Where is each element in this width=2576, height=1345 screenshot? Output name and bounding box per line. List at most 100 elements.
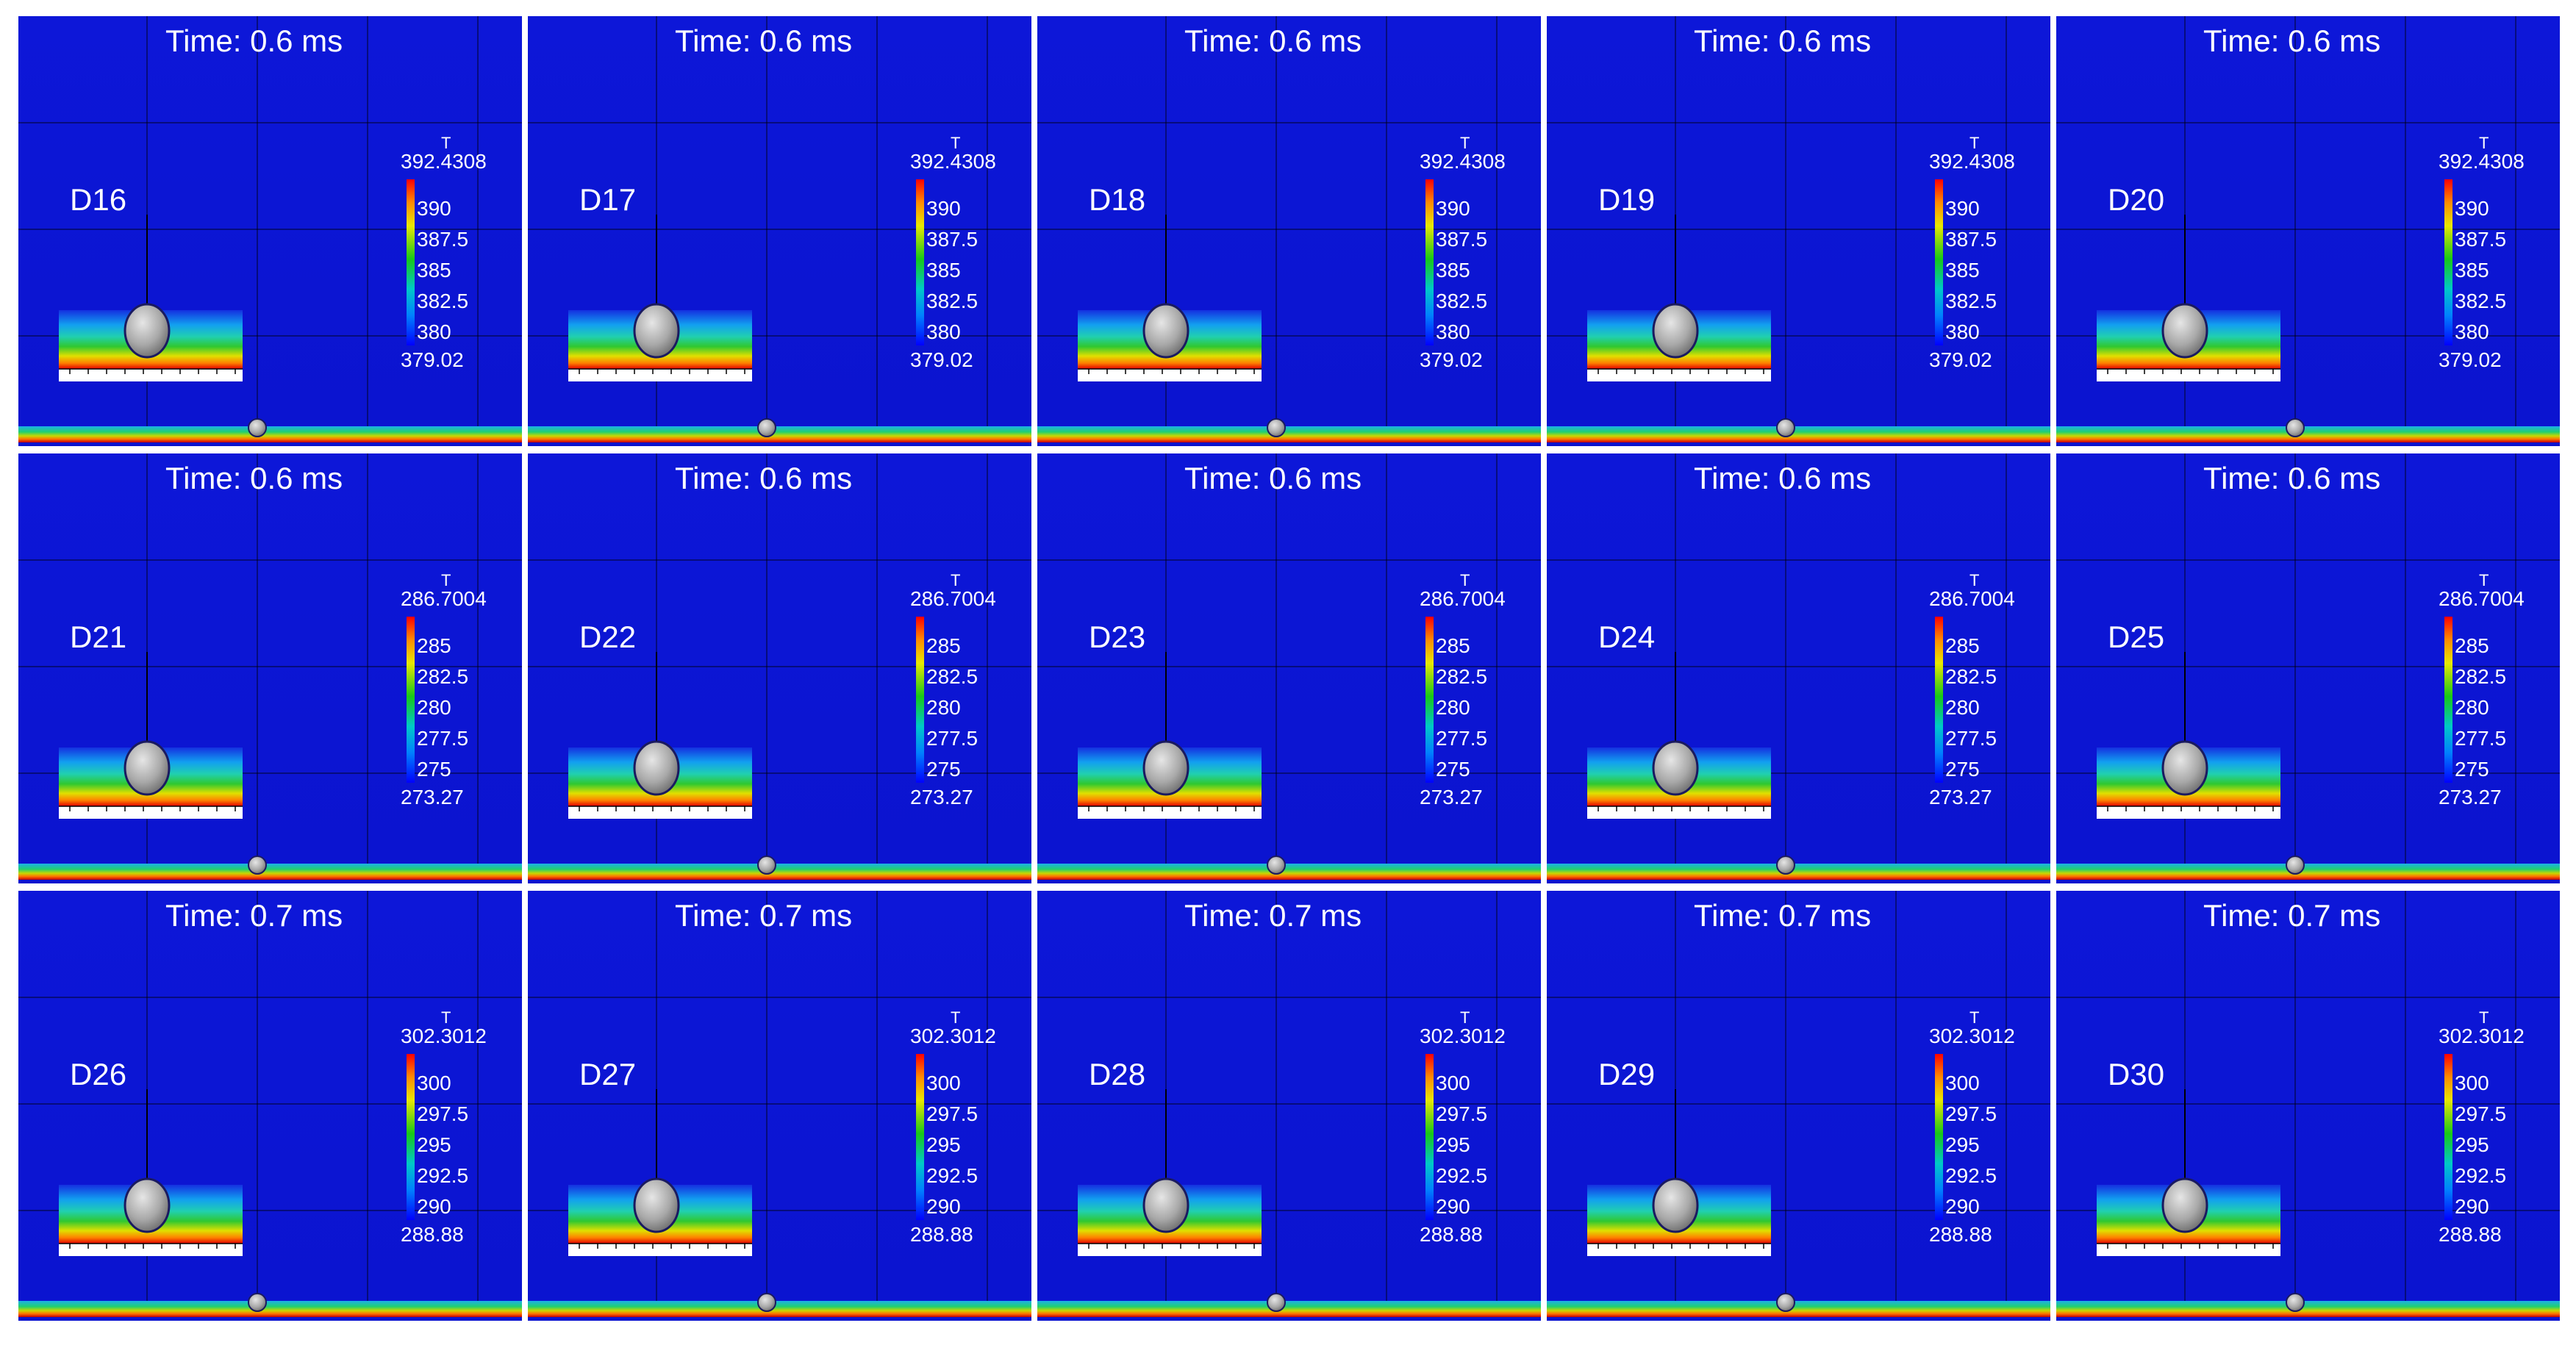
temperature-field	[1037, 16, 1541, 442]
small-droplet-icon	[248, 856, 267, 875]
colorbar-tick: 387.5	[2455, 228, 2507, 251]
colorbar-strip	[916, 1054, 924, 1220]
temperature-colorbar: T 302.3012 300 297.5 295 292.5 290 288.8…	[401, 1008, 504, 1251]
colorbar-tick: 292.5	[926, 1164, 978, 1187]
inset-droplet-view	[1587, 652, 1771, 819]
time-label: Time: 0.6 ms	[675, 24, 853, 58]
inset-droplet-view	[2097, 652, 2280, 819]
colorbar-max: 392.4308	[910, 150, 996, 173]
case-label: D28	[1089, 1057, 1146, 1091]
colorbar-tick: 282.5	[1436, 665, 1488, 688]
colorbar-tick: 382.5	[926, 290, 978, 312]
simulation-panel-d16: Time: 0.6 ms D16 T 392.4308 390 387.5 38…	[18, 16, 522, 446]
colorbar-tick: 285	[926, 634, 961, 657]
colorbar-tick: 285	[417, 634, 451, 657]
small-droplet-icon	[1776, 856, 1795, 875]
colorbar-title: T	[1460, 571, 1470, 589]
colorbar-tick: 390	[1436, 197, 1470, 220]
colorbar-tick: 385	[926, 259, 961, 281]
case-label: D25	[2108, 620, 2165, 654]
simulation-panel-d25: Time: 0.6 ms D25 T 286.7004 285 282.5 28…	[2056, 453, 2560, 883]
bottom-thermal-layer	[1547, 856, 2050, 880]
colorbar-strip	[407, 617, 415, 783]
bottom-thermal-layer	[18, 856, 522, 880]
colorbar-tick: 390	[926, 197, 961, 220]
temperature-colorbar: T 392.4308 390 387.5 385 382.5 380 379.0…	[910, 134, 1013, 376]
colorbar-strip	[1935, 1054, 1943, 1220]
small-droplet-icon	[248, 418, 267, 437]
temperature-colorbar: T 392.4308 390 387.5 385 382.5 380 379.0…	[2439, 134, 2541, 376]
colorbar-title: T	[951, 571, 961, 589]
colorbar-tick: 300	[2455, 1072, 2489, 1094]
temperature-field	[18, 891, 522, 1317]
colorbar-tick: 385	[417, 259, 451, 281]
colorbar-tick: 282.5	[2455, 665, 2507, 688]
simulation-panel-d18: Time: 0.6 ms D18 T 392.4308 390 387.5 38…	[1037, 16, 1541, 446]
colorbar-tick: 290	[926, 1195, 961, 1218]
time-label: Time: 0.6 ms	[1184, 461, 1362, 495]
colorbar-tick: 280	[926, 696, 961, 719]
small-droplet-icon	[757, 418, 776, 437]
colorbar-tick: 285	[1945, 634, 1980, 657]
colorbar-tick: 277.5	[1436, 727, 1488, 750]
colorbar-strip	[2444, 617, 2452, 783]
colorbar-tick: 290	[1436, 1195, 1470, 1218]
droplet-icon	[1142, 740, 1189, 796]
small-droplet-icon	[2286, 1293, 2305, 1312]
colorbar-strip	[1425, 179, 1434, 345]
droplet-icon	[633, 303, 680, 359]
colorbar-tick: 277.5	[417, 727, 469, 750]
colorbar-tick: 285	[1436, 634, 1470, 657]
colorbar-tick: 295	[1945, 1133, 1980, 1156]
simulation-panel-d28: Time: 0.7 ms D28 T 302.3012 300 297.5 29…	[1037, 891, 1541, 1321]
time-label: Time: 0.7 ms	[1694, 898, 1872, 933]
temperature-colorbar: T 286.7004 285 282.5 280 277.5 275 273.2…	[1929, 571, 2032, 814]
colorbar-tick: 387.5	[1945, 228, 1997, 251]
colorbar-strip	[407, 1054, 415, 1220]
case-label: D22	[579, 620, 637, 654]
colorbar-min: 288.88	[1929, 1223, 1992, 1246]
small-droplet-icon	[2286, 418, 2305, 437]
temperature-field	[2056, 453, 2560, 880]
droplet-icon	[633, 740, 680, 796]
time-label: Time: 0.6 ms	[165, 461, 343, 495]
colorbar-tick: 382.5	[417, 290, 469, 312]
case-label: D26	[70, 1057, 127, 1091]
small-droplet-icon	[248, 1293, 267, 1312]
colorbar-strip	[916, 179, 924, 345]
colorbar-max: 286.7004	[2439, 587, 2525, 610]
colorbar-title: T	[1460, 134, 1470, 152]
colorbar-tick: 390	[2455, 197, 2489, 220]
case-label: D20	[2108, 182, 2165, 217]
colorbar-title: T	[1969, 1008, 1980, 1027]
colorbar-strip	[2444, 179, 2452, 345]
simulation-panel-d17: Time: 0.6 ms D17 T 392.4308 390 387.5 38…	[528, 16, 1031, 446]
temperature-field	[1547, 453, 2050, 880]
small-droplet-icon	[1267, 1293, 1286, 1312]
colorbar-tick: 295	[2455, 1133, 2489, 1156]
bottom-thermal-layer	[1037, 856, 1541, 880]
temperature-field	[18, 453, 522, 880]
colorbar-tick: 297.5	[2455, 1102, 2507, 1125]
colorbar-max: 302.3012	[1929, 1025, 2015, 1047]
temperature-colorbar: T 392.4308 390 387.5 385 382.5 380 379.0…	[1420, 134, 1523, 376]
colorbar-tick: 390	[1945, 197, 1980, 220]
colorbar-min: 273.27	[1929, 786, 1992, 808]
time-label: Time: 0.6 ms	[1694, 24, 1872, 58]
colorbar-tick: 300	[1436, 1072, 1470, 1094]
colorbar-tick: 295	[1436, 1133, 1470, 1156]
simulation-panel-d19: Time: 0.6 ms D19 T 392.4308 390 387.5 38…	[1547, 16, 2050, 446]
droplet-icon	[2161, 303, 2208, 359]
case-label: D27	[579, 1057, 637, 1091]
colorbar-tick: 290	[417, 1195, 451, 1218]
inset-droplet-view	[568, 652, 752, 819]
temperature-colorbar: T 286.7004 285 282.5 280 277.5 275 273.2…	[401, 571, 504, 814]
colorbar-min: 273.27	[1420, 786, 1483, 808]
small-droplet-icon	[2286, 856, 2305, 875]
case-label: D23	[1089, 620, 1146, 654]
colorbar-min: 273.27	[2439, 786, 2502, 808]
colorbar-min: 379.02	[1420, 348, 1483, 371]
case-label: D24	[1598, 620, 1656, 654]
simulation-panel-d21: Time: 0.6 ms D21 T 286.7004 285 282.5 28…	[18, 453, 522, 883]
case-label: D17	[579, 182, 637, 217]
